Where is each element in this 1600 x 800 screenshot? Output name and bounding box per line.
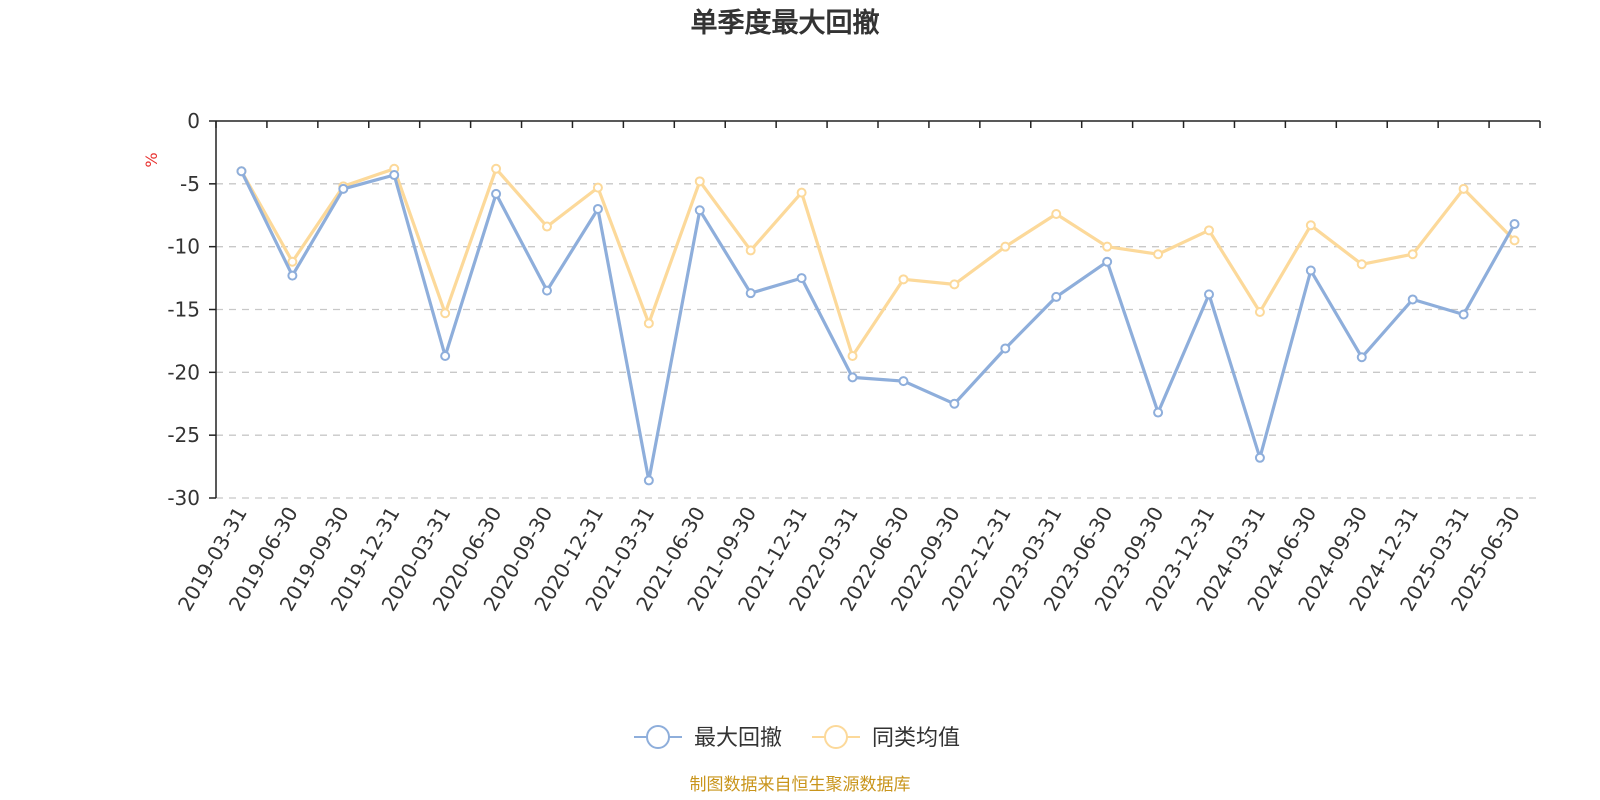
legend-item-0[interactable]: 最大回撤 bbox=[634, 725, 782, 751]
data-point bbox=[236, 166, 247, 177]
data-point bbox=[847, 350, 858, 361]
data-point bbox=[491, 163, 502, 174]
data-point bbox=[1000, 343, 1011, 354]
legend-label: 同类均值 bbox=[872, 726, 960, 751]
data-point bbox=[542, 285, 552, 296]
data-point bbox=[847, 372, 858, 383]
data-point bbox=[1305, 265, 1316, 276]
data-point bbox=[1458, 183, 1469, 194]
axes: 0-5-10-15-20-25-302019-03-312019-06-3020… bbox=[167, 109, 1541, 615]
data-point bbox=[949, 398, 960, 409]
legend-marker bbox=[646, 725, 670, 749]
data-point bbox=[745, 245, 756, 256]
data-point bbox=[1000, 241, 1011, 252]
data-point bbox=[440, 308, 451, 319]
data-point bbox=[1051, 208, 1062, 219]
data-point bbox=[1254, 307, 1265, 318]
y-tick-label: -20 bbox=[167, 360, 200, 384]
data-point bbox=[949, 279, 960, 290]
data-point bbox=[1102, 241, 1113, 252]
y-tick-label: -15 bbox=[167, 298, 200, 322]
data-point bbox=[745, 288, 756, 299]
data-point bbox=[1102, 256, 1113, 267]
y-tick-label: -30 bbox=[167, 486, 200, 510]
data-point bbox=[643, 318, 654, 329]
data-point bbox=[491, 188, 502, 199]
data-point bbox=[1509, 219, 1520, 230]
data-point bbox=[1254, 452, 1265, 463]
data-point bbox=[542, 221, 552, 232]
data-point bbox=[1204, 225, 1214, 236]
data-point bbox=[1153, 249, 1164, 260]
data-point bbox=[694, 176, 705, 187]
y-axis-unit: % bbox=[142, 152, 161, 167]
data-point bbox=[643, 475, 654, 486]
data-point bbox=[1051, 291, 1062, 302]
series-line bbox=[240, 170, 1516, 482]
data-point bbox=[694, 205, 705, 216]
chart-title: 单季度最大回撤 bbox=[691, 7, 880, 39]
data-point bbox=[1407, 294, 1418, 305]
data-point bbox=[898, 376, 909, 387]
data-point bbox=[1509, 235, 1520, 246]
data-point bbox=[1153, 407, 1164, 418]
legend-label: 最大回撤 bbox=[694, 726, 782, 751]
data-point bbox=[389, 170, 400, 181]
data-source-note: 制图数据来自恒生聚源数据库 bbox=[690, 775, 911, 795]
legend-item-1[interactable]: 同类均值 bbox=[812, 725, 960, 751]
data-point bbox=[1305, 220, 1316, 231]
series-0 bbox=[236, 166, 1520, 486]
y-tick-label: -5 bbox=[180, 172, 200, 196]
data-point bbox=[1204, 289, 1214, 300]
data-point bbox=[592, 203, 603, 214]
legend-marker bbox=[824, 725, 848, 749]
data-point bbox=[592, 182, 603, 193]
data-point bbox=[1458, 309, 1469, 320]
y-tick-label: -25 bbox=[167, 423, 200, 447]
series-1 bbox=[236, 163, 1520, 361]
y-tick-label: -10 bbox=[167, 235, 200, 259]
data-point bbox=[898, 274, 909, 285]
data-point bbox=[1407, 249, 1418, 260]
data-point bbox=[287, 256, 298, 267]
data-point bbox=[440, 350, 451, 361]
data-point bbox=[1356, 259, 1367, 270]
legend[interactable]: 最大回撤 同类均值 bbox=[634, 725, 960, 751]
data-point bbox=[1356, 352, 1367, 363]
data-point bbox=[796, 273, 807, 284]
data-point bbox=[338, 183, 349, 194]
data-point bbox=[796, 187, 807, 198]
series-line bbox=[240, 167, 1516, 358]
series-lines bbox=[236, 163, 1520, 486]
data-point bbox=[287, 270, 298, 281]
y-tick-label: 0 bbox=[187, 109, 200, 133]
